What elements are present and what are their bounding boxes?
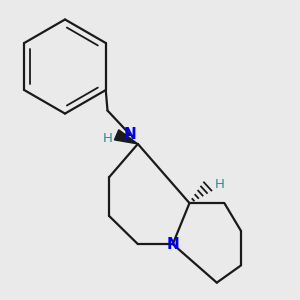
Text: N: N	[124, 127, 136, 142]
Text: H: H	[103, 132, 112, 145]
Polygon shape	[115, 130, 138, 144]
Text: N: N	[167, 237, 179, 252]
Text: H: H	[214, 178, 224, 191]
